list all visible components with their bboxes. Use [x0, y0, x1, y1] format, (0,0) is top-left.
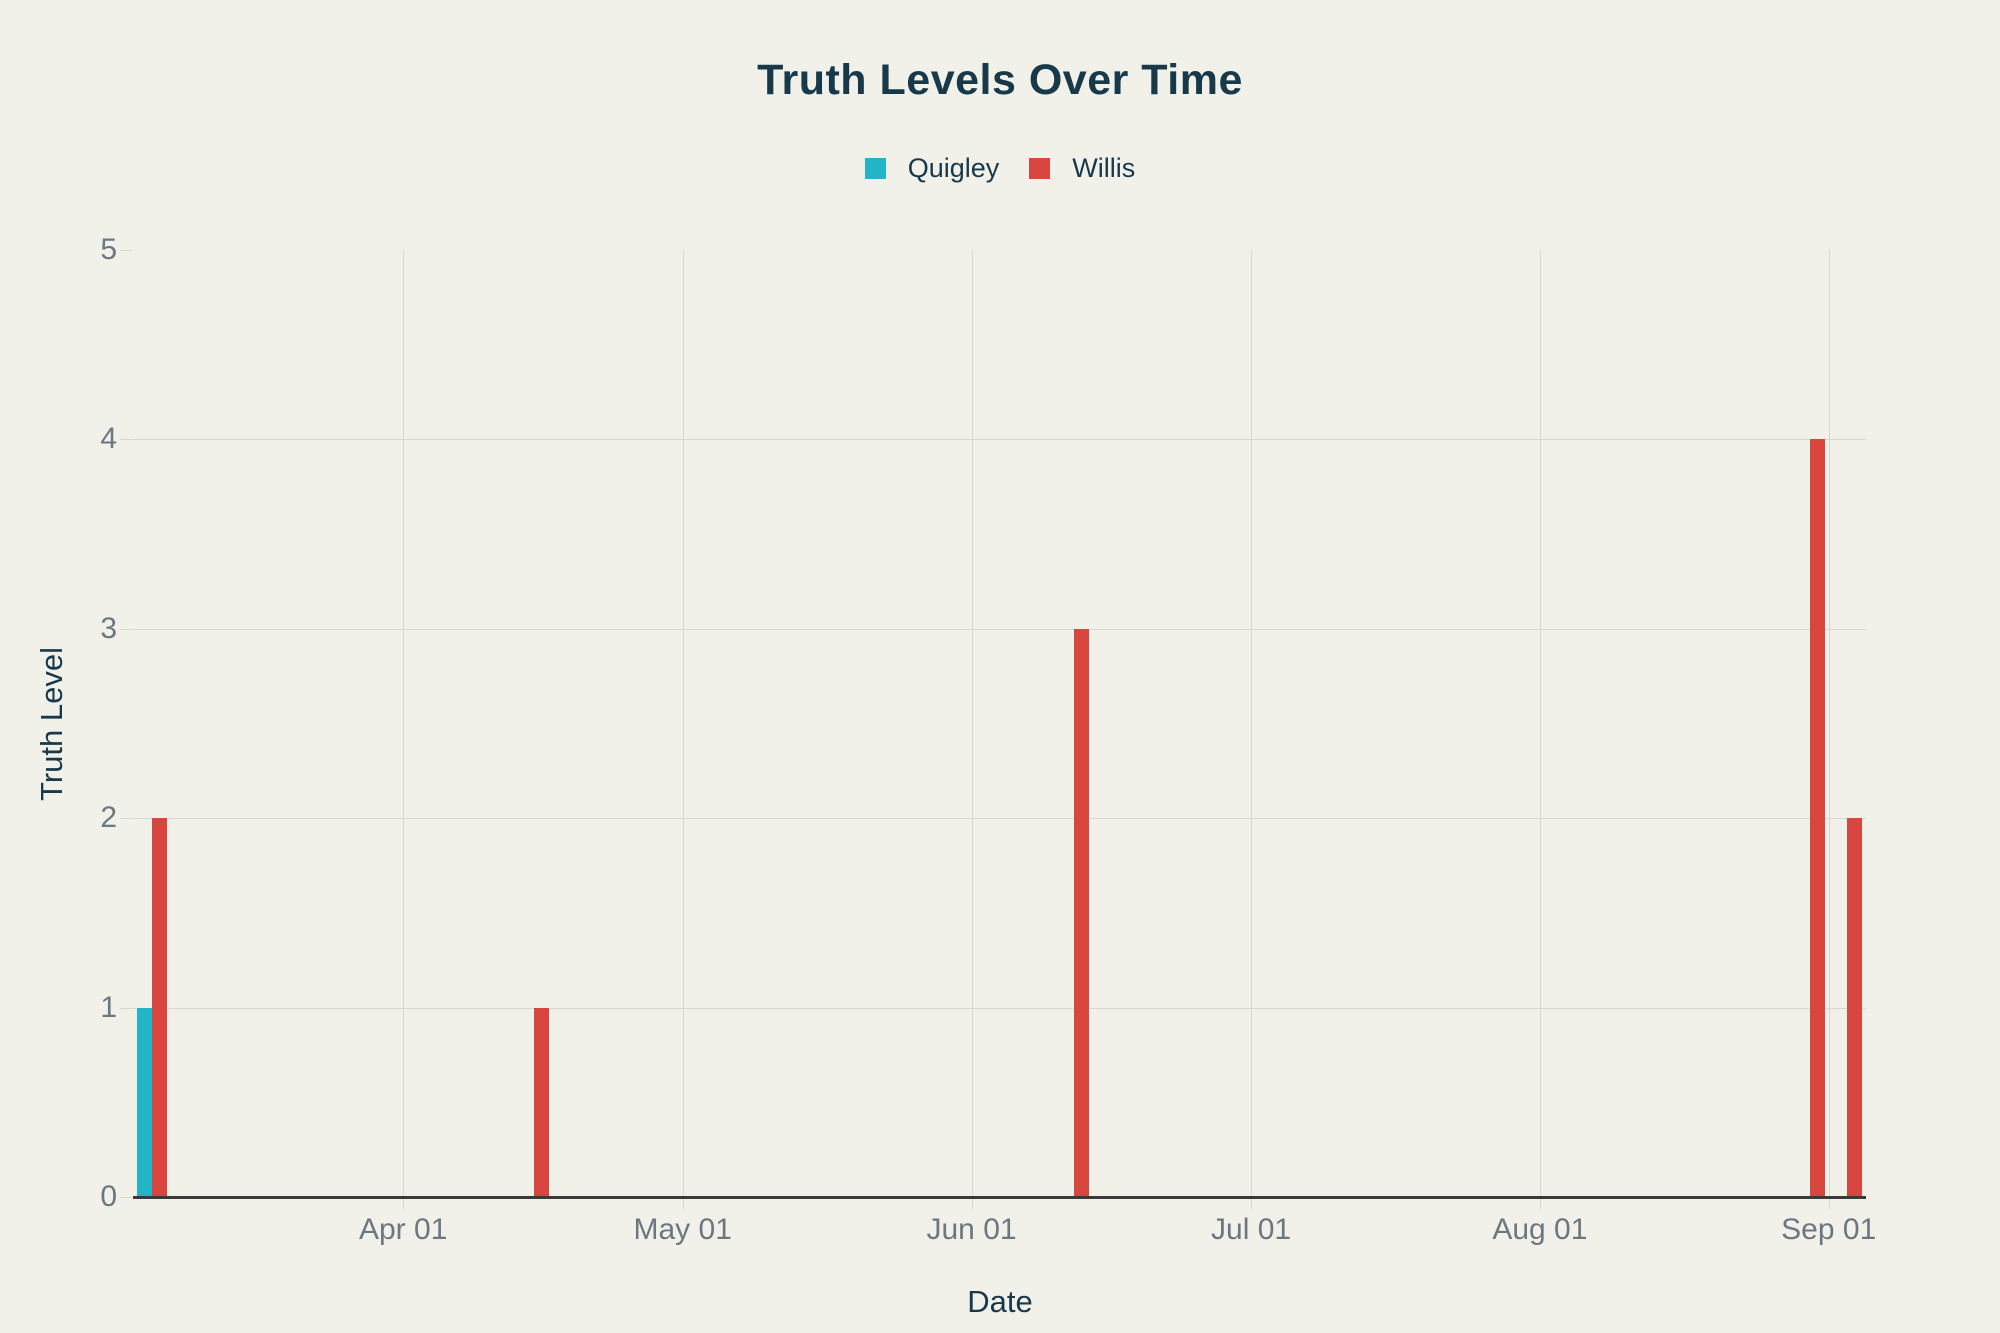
legend-item-quigley[interactable]: Quigley — [864, 152, 1000, 184]
y-tick — [120, 1197, 132, 1198]
y-tick-label: 3 — [100, 611, 117, 645]
x-gridline — [682, 250, 684, 1210]
y-gridline — [133, 439, 1866, 441]
y-gridline — [133, 1007, 1866, 1009]
bar-willis — [151, 818, 167, 1199]
x-gridline — [1251, 250, 1253, 1210]
legend-label: Quigley — [907, 152, 1000, 183]
y-tick — [120, 250, 132, 251]
legend-swatch-quigley — [864, 157, 886, 179]
x-tick-label: May 01 — [633, 1213, 732, 1246]
bar-quigley — [136, 1007, 152, 1199]
bar-willis — [1810, 439, 1826, 1199]
x-axis-title: Date — [967, 1284, 1033, 1319]
x-tick-label: Jun 01 — [926, 1213, 1017, 1246]
x-tick-label: Jul 01 — [1211, 1213, 1292, 1246]
y-gridline — [133, 818, 1866, 820]
legend-item-willis[interactable]: Willis — [1029, 153, 1135, 184]
y-tick-label: 4 — [100, 422, 117, 456]
x-tick-label: Apr 01 — [358, 1213, 448, 1246]
y-tick-label: 2 — [100, 801, 117, 835]
y-gridline — [133, 628, 1866, 630]
y-tick — [120, 439, 132, 441]
x-gridline — [403, 250, 405, 1210]
y-tick — [120, 628, 132, 630]
y-tick-label: 5 — [100, 233, 117, 266]
legend: Quigley Willis — [0, 152, 2000, 184]
x-gridline — [971, 250, 973, 1210]
legend-swatch-willis — [1029, 157, 1051, 179]
x-gridline — [1828, 250, 1830, 1210]
chart-title: Truth Levels Over Time — [757, 56, 1243, 104]
x-tick-label: Aug 01 — [1492, 1213, 1588, 1246]
legend-label: Willis — [1072, 152, 1136, 183]
bar-willis — [1847, 818, 1863, 1199]
y-tick — [120, 1007, 132, 1009]
y-axis-title: Truth Level — [34, 647, 69, 801]
x-tick-label: Sep 01 — [1781, 1213, 1877, 1246]
x-gridline — [1539, 250, 1541, 1210]
y-tick-label: 0 — [100, 1180, 117, 1213]
x-axis-line — [133, 1196, 1866, 1199]
bar-willis — [1074, 628, 1090, 1199]
bar-willis — [533, 1007, 549, 1199]
y-tick — [120, 818, 132, 820]
y-tick-label: 1 — [100, 990, 117, 1024]
